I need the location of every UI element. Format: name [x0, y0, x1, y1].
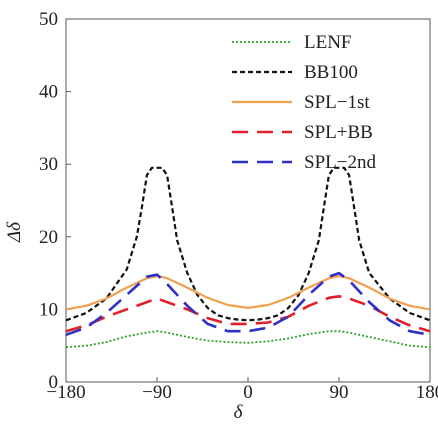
y-tick-label: 0: [49, 372, 59, 393]
series-line-bb100: [65, 166, 431, 322]
x-tick-label: −90: [142, 382, 172, 403]
y-tick-label: 10: [39, 299, 58, 320]
y-tick-label: 50: [39, 9, 58, 30]
legend-label: SPL−2nd: [304, 152, 376, 173]
x-tick-label: 180: [416, 382, 438, 403]
legend-label: BB100: [304, 62, 358, 83]
y-axis-ticks: 0 10 20 30 40 50: [39, 9, 71, 393]
x-tick-label: 0: [243, 382, 253, 403]
series-line-spl-bb: [65, 295, 431, 333]
y-tick-label: 30: [39, 154, 58, 175]
x-axis-ticks: −180 −90 0 90 180: [46, 377, 438, 403]
x-tick-label: 90: [330, 382, 349, 403]
x-tick-label: −180: [46, 382, 85, 403]
series-line-spl-1st: [65, 274, 431, 311]
plot-frame: [65, 18, 431, 383]
y-axis-label: Δδ: [4, 221, 25, 243]
series-line-spl-2nd: [65, 271, 431, 337]
x-axis-label: δ: [234, 402, 244, 423]
legend-label: LENF: [304, 32, 352, 53]
y-tick-label: 40: [39, 82, 58, 103]
legend: LENF BB100 SPL−1st SPL+BB SPL−2nd: [232, 32, 376, 173]
legend-label: SPL+BB: [304, 122, 373, 143]
y-tick-label: 20: [39, 227, 58, 248]
series-layer: [65, 166, 431, 349]
legend-label: SPL−1st: [304, 92, 370, 113]
series-line-lenf: [65, 330, 431, 349]
